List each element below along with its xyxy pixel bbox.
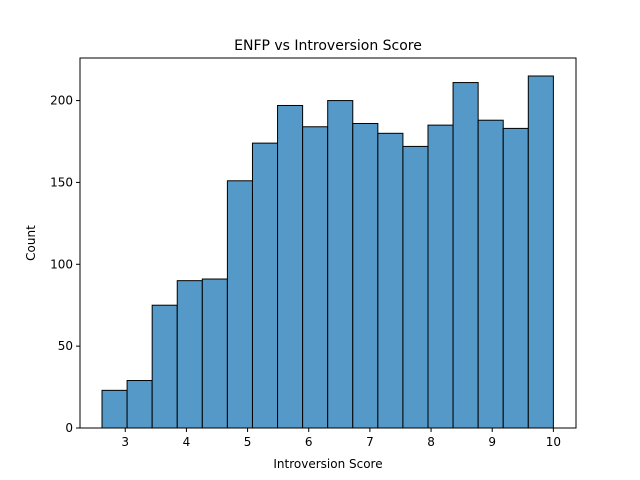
x-tick-label: 3	[121, 435, 129, 449]
y-tick-label: 150	[50, 175, 73, 189]
bars-layer	[101, 75, 554, 429]
histogram-bar	[226, 180, 253, 429]
x-axis-title: Introversion Score	[273, 457, 382, 471]
histogram-bar	[477, 119, 504, 429]
histogram-bar	[101, 389, 128, 429]
y-tick-label: 200	[50, 94, 73, 108]
axes-frame	[79, 57, 577, 429]
histogram-bar	[151, 304, 178, 429]
histogram-bar	[427, 124, 454, 429]
histogram-bar	[302, 126, 329, 429]
y-tick-label: 0	[65, 421, 73, 435]
x-tick-label: 8	[427, 435, 435, 449]
histogram-bar	[402, 145, 429, 429]
x-tick-label: 5	[244, 435, 252, 449]
y-axis-title: Count	[24, 225, 38, 261]
x-tick-label: 10	[546, 435, 561, 449]
histogram-bar	[251, 142, 279, 429]
histogram-bar	[277, 104, 304, 429]
x-tick-label: 4	[183, 435, 191, 449]
histogram-bar	[452, 82, 479, 429]
histogram-bar	[377, 132, 404, 429]
y-axis-ticks: 0 50 100 150 200	[50, 94, 80, 435]
histogram-bar	[327, 100, 354, 429]
x-tick-label: 7	[366, 435, 374, 449]
histogram-bar	[352, 122, 379, 429]
histogram-bar	[201, 278, 228, 429]
x-tick-label: 6	[305, 435, 313, 449]
histogram-bar	[502, 127, 529, 429]
histogram-bar	[527, 75, 554, 429]
x-tick-label: 9	[488, 435, 496, 449]
y-tick-label: 50	[58, 339, 73, 353]
chart-title: ENFP vs Introversion Score	[234, 38, 422, 54]
histogram-bar	[126, 380, 153, 429]
x-axis-ticks: 3 4 5 6 7 8 9 10	[121, 428, 561, 449]
histogram-bar	[176, 280, 203, 429]
y-tick-label: 100	[50, 257, 73, 271]
